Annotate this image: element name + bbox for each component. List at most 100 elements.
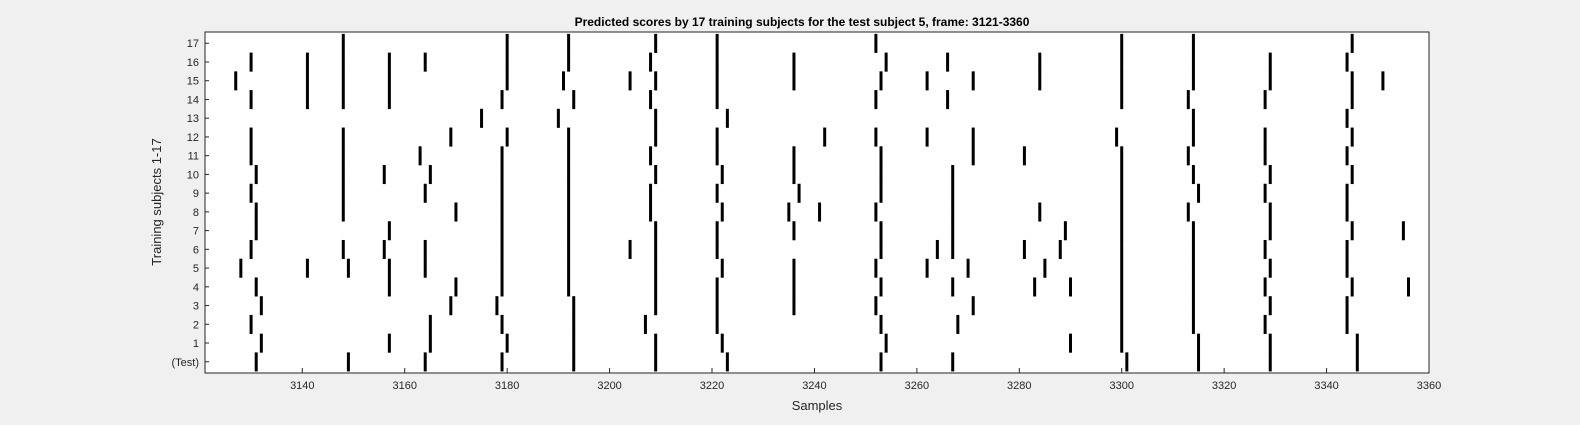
spike-mark-row-8-3 — [500, 202, 504, 222]
spike-mark-row-0-7 — [879, 352, 883, 372]
spike-mark-row-16-2 — [341, 52, 345, 72]
spike-mark-row-14-11 — [1186, 90, 1190, 110]
spike-mark-row-15-6 — [628, 71, 632, 91]
spike-mark-row-6-10 — [935, 239, 939, 260]
spike-mark-row-10-4 — [500, 165, 504, 185]
spike-mark-row-14-5 — [572, 90, 576, 110]
spike-mark-row-0-12 — [1355, 352, 1359, 372]
spike-mark-row-3-4 — [654, 296, 658, 316]
spike-mark-row-6-0 — [249, 239, 253, 260]
spike-mark-row-4-6 — [715, 277, 719, 297]
y-tick-label: 6 — [193, 244, 199, 256]
y-tick-label: 13 — [187, 113, 199, 125]
spike-mark-row-17-1 — [505, 33, 509, 53]
spike-mark-row-5-17 — [1345, 258, 1349, 278]
spike-mark-row-10-14 — [1350, 165, 1354, 185]
spike-mark-row-9-9 — [951, 183, 955, 203]
spike-mark-row-6-2 — [382, 239, 386, 260]
spike-mark-row-16-5 — [505, 52, 509, 72]
spike-mark-row-6-14 — [1120, 239, 1124, 260]
x-axis-label: Samples — [792, 398, 843, 413]
spike-mark-row-13-1 — [556, 108, 560, 128]
spike-mark-row-12-11 — [1115, 127, 1119, 147]
spike-mark-row-15-11 — [925, 71, 929, 91]
y-tick-label: 7 — [193, 226, 199, 238]
spike-mark-row-6-16 — [1263, 239, 1267, 260]
spike-mark-row-14-7 — [715, 90, 719, 110]
spike-mark-row-3-3 — [572, 296, 576, 316]
spike-mark-row-0-4 — [572, 352, 576, 372]
spike-mark-row-5-8 — [720, 258, 724, 278]
spike-mark-row-16-8 — [715, 52, 719, 72]
spike-mark-row-9-11 — [1197, 183, 1201, 203]
spike-mark-row-15-12 — [971, 71, 975, 91]
spike-mark-row-14-10 — [1120, 90, 1124, 110]
spike-mark-row-9-2 — [423, 183, 427, 203]
spike-mark-row-10-3 — [428, 165, 432, 185]
chart-title: Predicted scores by 17 training subjects… — [575, 15, 1030, 29]
spike-mark-row-16-16 — [1345, 52, 1349, 72]
spike-mark-row-0-3 — [500, 352, 504, 372]
spike-mark-row-12-8 — [874, 127, 878, 147]
spike-mark-row-3-9 — [1120, 296, 1124, 316]
spike-mark-row-9-12 — [1263, 183, 1267, 203]
x-tick-label: 3140 — [290, 380, 314, 392]
x-tick-label: 3320 — [1212, 380, 1236, 392]
spike-mark-row-12-5 — [654, 127, 658, 147]
spike-mark-row-2-3 — [572, 314, 576, 334]
spike-mark-row-11-13 — [1263, 146, 1267, 166]
spike-mark-row-10-1 — [341, 165, 345, 185]
spike-mark-row-4-5 — [654, 277, 658, 297]
spike-mark-row-16-11 — [946, 52, 950, 72]
spike-mark-row-16-14 — [1191, 52, 1195, 72]
spike-mark-row-0-10 — [1197, 352, 1201, 372]
y-tick-label: 8 — [193, 207, 199, 219]
spike-mark-row-4-2 — [454, 277, 458, 297]
spike-mark-row-10-9 — [879, 165, 883, 185]
spike-mark-row-9-13 — [1345, 183, 1349, 203]
spike-mark-row-17-4 — [715, 33, 719, 53]
spike-mark-row-16-10 — [884, 52, 888, 72]
spike-mark-row-0-0 — [254, 352, 258, 372]
spike-mark-row-1-1 — [387, 333, 391, 353]
x-axis-ticks: 3140 3160 3180 3200 3220 3240 3260 3280 3300 3320… — [290, 368, 1441, 392]
spike-mark-row-10-8 — [792, 165, 796, 185]
spike-mark-row-9-4 — [567, 183, 571, 203]
spike-mark-row-1-9 — [1120, 333, 1124, 353]
spike-mark-row-1-2 — [428, 333, 432, 353]
spike-mark-row-11-3 — [500, 146, 504, 166]
spike-mark-row-2-7 — [956, 314, 960, 334]
spike-mark-row-15-4 — [505, 71, 509, 91]
spike-mark-row-5-13 — [1043, 258, 1047, 278]
spike-mark-row-13-0 — [480, 108, 484, 128]
spike-mark-row-11-11 — [1120, 146, 1124, 166]
spike-mark-row-10-13 — [1268, 165, 1272, 185]
spike-mark-row-5-5 — [500, 258, 504, 278]
spike-mark-row-16-6 — [567, 52, 571, 72]
spike-mark-row-3-1 — [449, 296, 453, 316]
spike-mark-row-6-5 — [567, 239, 571, 260]
spike-mark-row-12-13 — [1263, 127, 1267, 147]
spike-mark-row-0-2 — [423, 352, 427, 372]
spike-mark-row-6-17 — [1345, 239, 1349, 260]
spike-mark-row-4-7 — [792, 277, 796, 297]
spike-mark-row-5-7 — [654, 258, 658, 278]
spike-mark-row-16-12 — [1038, 52, 1042, 72]
spike-mark-row-4-8 — [879, 277, 883, 297]
spike-mark-row-9-8 — [879, 183, 883, 203]
spike-mark-row-2-5 — [715, 314, 719, 334]
spike-mark-row-11-9 — [971, 146, 975, 166]
spike-mark-row-9-1 — [341, 183, 345, 203]
spike-mark-row-4-15 — [1350, 277, 1354, 297]
spike-mark-row-0-11 — [1268, 352, 1272, 372]
spike-mark-row-16-13 — [1120, 52, 1124, 72]
spike-mark-row-11-10 — [1022, 146, 1026, 166]
spike-mark-row-2-11 — [1345, 314, 1349, 334]
y-tick-label: 14 — [187, 94, 199, 106]
spike-mark-row-1-6 — [720, 333, 724, 353]
spike-mark-row-8-10 — [951, 202, 955, 222]
spike-mark-row-0-9 — [1125, 352, 1129, 372]
spike-mark-row-8-7 — [787, 202, 791, 222]
